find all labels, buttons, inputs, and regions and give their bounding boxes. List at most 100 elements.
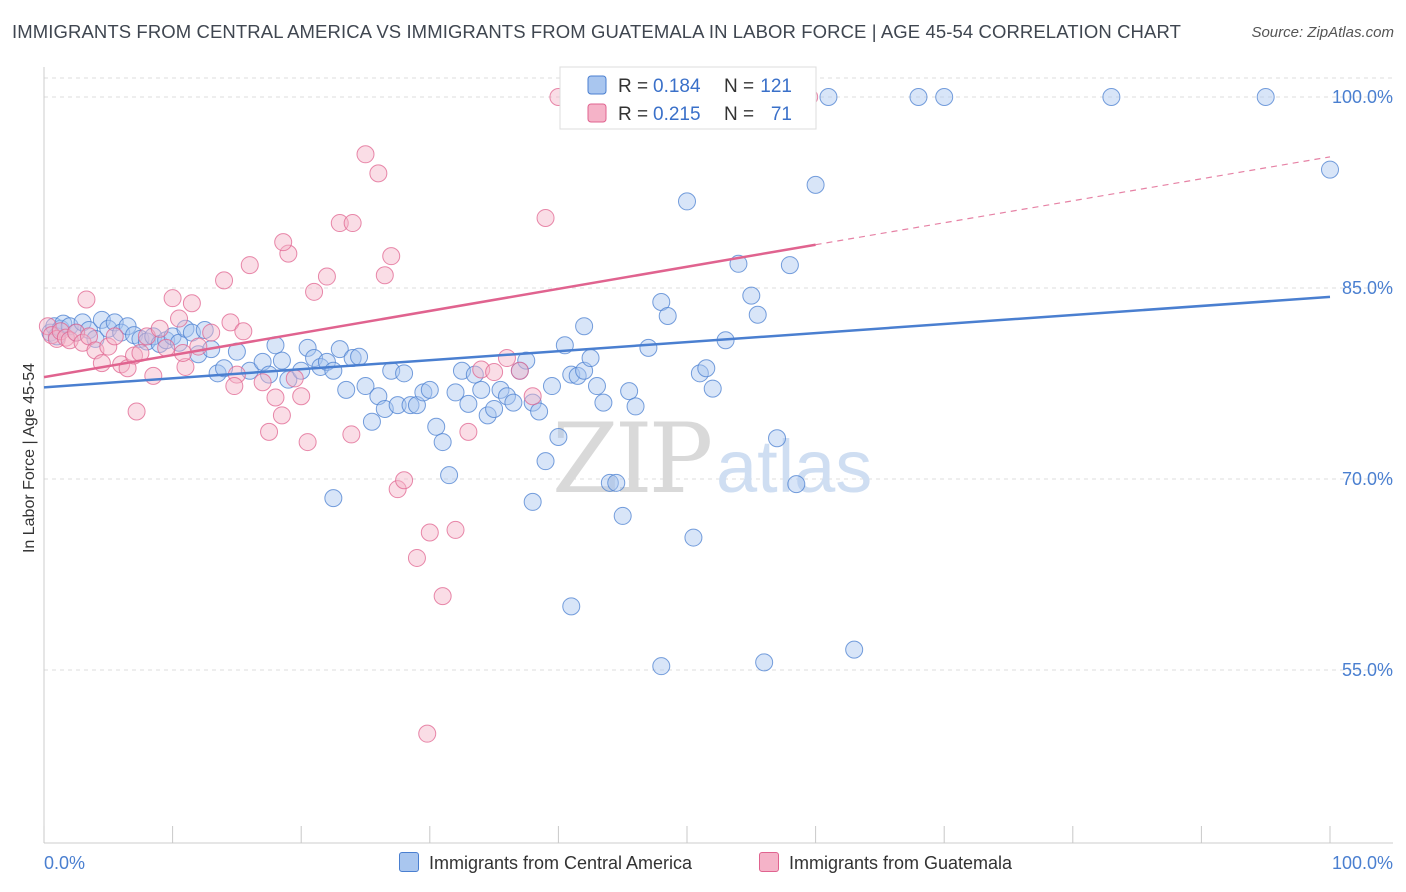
point-guatemala bbox=[163, 289, 182, 308]
point-central-america bbox=[652, 657, 671, 676]
trend-line-guatemala-extension bbox=[815, 156, 1331, 246]
chart-source: Source: ZipAtlas.com bbox=[1251, 24, 1394, 41]
point-central-america bbox=[542, 377, 561, 396]
point-central-america bbox=[845, 640, 864, 659]
bottom-legend-item-guatemala: Immigrants from Guatemala bbox=[759, 852, 1012, 874]
legend-r-value-2: 0.215 bbox=[653, 104, 701, 125]
point-central-america bbox=[497, 387, 516, 406]
legend-n-value-2: 71 bbox=[771, 104, 792, 125]
point-central-america bbox=[530, 402, 549, 421]
point-guatemala bbox=[234, 322, 253, 341]
point-guatemala bbox=[298, 433, 317, 452]
y-axis-label: In Labor Force | Age 45-54 bbox=[21, 363, 38, 553]
point-guatemala bbox=[497, 349, 516, 368]
point-guatemala bbox=[407, 548, 426, 567]
point-central-america bbox=[678, 192, 696, 211]
point-guatemala bbox=[182, 294, 201, 313]
point-guatemala bbox=[221, 313, 240, 332]
point-guatemala bbox=[240, 256, 259, 275]
point-central-america bbox=[780, 256, 799, 275]
point-guatemala bbox=[176, 357, 195, 376]
point-central-america bbox=[587, 377, 606, 396]
point-central-america bbox=[272, 351, 291, 370]
bottom-legend-label-guatemala: Immigrants from Guatemala bbox=[789, 853, 1013, 873]
point-guatemala bbox=[342, 425, 361, 444]
point-central-america bbox=[742, 286, 761, 305]
point-guatemala bbox=[225, 377, 244, 396]
point-guatemala bbox=[202, 323, 221, 342]
point-central-america bbox=[549, 427, 568, 446]
point-central-america bbox=[401, 396, 420, 415]
point-guatemala bbox=[99, 337, 118, 356]
point-guatemala bbox=[170, 309, 189, 328]
point-central-america bbox=[485, 399, 504, 418]
point-central-america bbox=[607, 473, 626, 492]
y-tick-label: 55.0% bbox=[1342, 660, 1393, 680]
point-central-america bbox=[523, 492, 542, 511]
point-guatemala bbox=[418, 724, 437, 743]
point-guatemala bbox=[433, 587, 452, 606]
y-tick-label: 85.0% bbox=[1342, 278, 1393, 298]
point-central-america bbox=[600, 473, 619, 492]
point-central-america bbox=[350, 347, 369, 366]
point-central-america bbox=[504, 393, 523, 412]
series-guatemala-points bbox=[38, 88, 819, 743]
point-guatemala bbox=[285, 369, 304, 388]
point-central-america bbox=[819, 88, 838, 106]
legend-n-value-1: 121 bbox=[760, 76, 792, 97]
y-tick-labels: 55.0% 70.0% 85.0% 100.0% bbox=[1332, 87, 1393, 680]
point-central-america bbox=[395, 364, 414, 383]
point-central-america bbox=[768, 429, 787, 448]
legend: R = 0.184 N = 121 R = 0.215 N = 71 bbox=[559, 66, 817, 130]
point-central-america bbox=[620, 382, 639, 401]
bottom-legend-swatch-blue bbox=[399, 852, 419, 872]
point-guatemala bbox=[157, 338, 176, 357]
point-central-america bbox=[472, 380, 491, 399]
point-central-america bbox=[594, 393, 613, 412]
point-central-america bbox=[459, 394, 478, 413]
point-central-america bbox=[446, 383, 465, 402]
point-guatemala bbox=[272, 406, 291, 425]
point-guatemala bbox=[253, 373, 272, 392]
point-central-america bbox=[909, 88, 928, 106]
point-guatemala bbox=[523, 387, 542, 406]
point-central-america bbox=[806, 175, 825, 194]
point-guatemala bbox=[446, 520, 465, 539]
point-guatemala bbox=[292, 387, 311, 406]
point-guatemala bbox=[260, 422, 279, 441]
point-central-america bbox=[356, 377, 375, 396]
point-guatemala bbox=[330, 214, 349, 233]
point-guatemala bbox=[343, 214, 362, 233]
point-central-america bbox=[427, 417, 446, 436]
point-central-america bbox=[491, 380, 510, 399]
point-central-america bbox=[420, 380, 439, 399]
point-guatemala bbox=[105, 327, 124, 346]
point-central-america bbox=[118, 317, 137, 336]
point-central-america bbox=[433, 433, 452, 452]
trend-line-guatemala bbox=[43, 243, 816, 379]
point-central-america bbox=[440, 466, 459, 485]
point-guatemala bbox=[356, 145, 375, 164]
x-tick-label-max: 100.0% bbox=[1332, 853, 1393, 873]
point-central-america bbox=[517, 351, 536, 370]
point-guatemala bbox=[382, 247, 401, 266]
point-guatemala bbox=[215, 271, 234, 290]
bottom-legend-item-central-america: Immigrants from Central America bbox=[399, 852, 692, 874]
point-guatemala bbox=[375, 266, 394, 285]
trend-lines bbox=[43, 156, 1331, 389]
point-central-america bbox=[626, 397, 645, 416]
point-central-america bbox=[787, 475, 806, 494]
axes bbox=[43, 67, 1393, 844]
point-guatemala bbox=[279, 244, 298, 263]
point-central-america bbox=[298, 338, 317, 357]
point-central-america bbox=[658, 307, 677, 326]
legend-swatch-pink bbox=[587, 103, 607, 123]
point-guatemala bbox=[317, 267, 336, 286]
point-guatemala bbox=[510, 361, 529, 380]
y-tick-label: 100.0% bbox=[1332, 87, 1393, 107]
watermark-atlas: atlas bbox=[716, 425, 872, 508]
point-central-america bbox=[639, 338, 658, 357]
point-guatemala bbox=[420, 523, 439, 542]
legend-swatch-blue bbox=[587, 75, 607, 95]
point-guatemala bbox=[395, 471, 414, 490]
